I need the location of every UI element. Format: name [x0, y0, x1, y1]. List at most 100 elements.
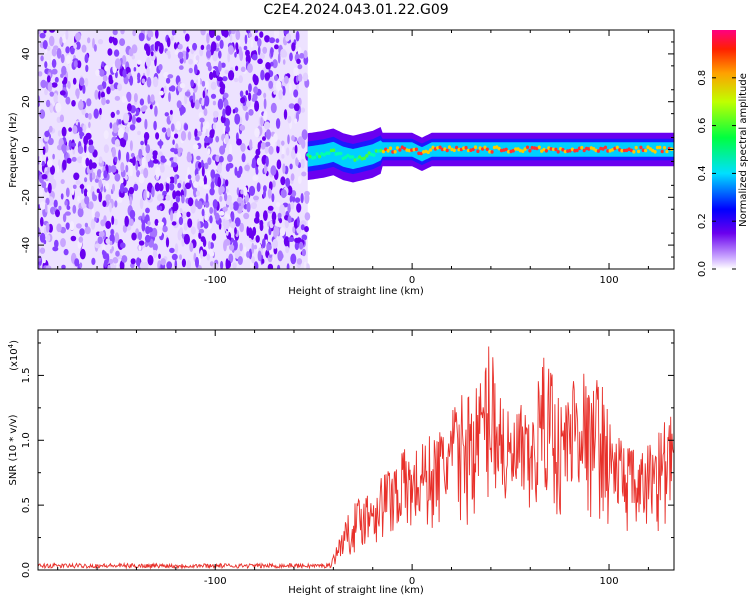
noise-cell [238, 75, 243, 84]
noise-cell [42, 146, 46, 156]
noise-cell [205, 121, 210, 129]
y-tick-label: 0 [21, 146, 32, 152]
noise-cell [112, 30, 118, 36]
noise-cell [303, 261, 307, 269]
noise-cell [44, 202, 48, 213]
noise-cell [109, 240, 113, 246]
noise-cell [45, 265, 52, 269]
noise-cell [265, 129, 271, 140]
noise-cell [219, 145, 226, 155]
noise-cell [79, 77, 85, 87]
noise-cell [145, 144, 151, 154]
noise-cell [71, 156, 77, 162]
noise-cell [79, 262, 83, 269]
noise-cell [219, 81, 224, 88]
noise-cell [240, 66, 246, 73]
noise-cell [198, 112, 203, 119]
noise-cell [273, 89, 277, 95]
noise-cell [183, 186, 187, 198]
noise-cell [246, 202, 251, 213]
noise-cell [209, 188, 215, 196]
noise-cell [158, 90, 164, 96]
noise-cell [202, 125, 207, 134]
noise-cell [297, 136, 304, 145]
noise-cell [175, 190, 181, 198]
noise-cell [152, 243, 158, 252]
ridge-peak-cell [582, 148, 586, 153]
noise-cell [56, 165, 60, 173]
noise-cell [175, 195, 181, 203]
noise-cell [216, 76, 224, 82]
noise-cell [225, 179, 229, 187]
ridge-peak-cell [360, 157, 364, 161]
ridge-peak-cell [551, 147, 556, 152]
noise-cell [155, 30, 159, 39]
noise-cell [147, 220, 151, 226]
noise-cell [215, 135, 220, 143]
noise-cell [39, 188, 43, 198]
ridge-peak-cell [570, 147, 575, 152]
noise-cell [198, 228, 205, 234]
noise-cell [304, 226, 309, 233]
noise-cell [177, 147, 184, 153]
noise-cell [51, 58, 57, 68]
noise-cell [127, 162, 133, 171]
noise-cell [276, 144, 280, 154]
ridge-peak-cell [344, 155, 348, 159]
ridge-peak-cell [403, 146, 407, 151]
noise-cell [229, 33, 233, 42]
ridge-peak-cell [417, 151, 421, 156]
noise-cell [267, 205, 274, 211]
noise-cell [190, 203, 196, 214]
noise-cell [134, 78, 138, 84]
ridge-peak-cell [431, 145, 435, 150]
noise-cell [219, 155, 224, 163]
colorbar-tick-label: 0.8 [697, 70, 708, 86]
ridge-peak-cell [556, 150, 560, 154]
noise-cell [225, 125, 230, 133]
noise-cell [174, 50, 179, 55]
noise-cell [206, 170, 212, 180]
noise-cell [209, 207, 214, 214]
noise-cell [83, 124, 87, 133]
noise-cell [127, 94, 132, 103]
noise-cell [279, 227, 286, 237]
ridge-peak-cell [306, 153, 310, 157]
noise-cell [138, 240, 145, 246]
noise-cell [180, 130, 187, 141]
noise-cell [263, 121, 271, 130]
y-tick-label: 0.0 [21, 562, 32, 578]
noise-cell [198, 162, 202, 169]
noise-cell [133, 67, 137, 72]
noise-cell [260, 142, 266, 150]
noise-cell [93, 108, 99, 119]
noise-cell [137, 130, 141, 136]
noise-cell [45, 222, 50, 233]
noise-cell [167, 74, 174, 79]
noise-cell [210, 181, 215, 190]
noise-cell [195, 256, 199, 268]
noise-cell [234, 248, 241, 260]
noise-cell [47, 159, 53, 168]
noise-cell [91, 257, 96, 265]
noise-cell [212, 123, 216, 130]
noise-cell [212, 199, 218, 209]
noise-cell [73, 172, 80, 181]
snr-xlabel: Height of straight line (km) [288, 585, 424, 596]
noise-cell [243, 255, 247, 261]
noise-cell [234, 113, 241, 125]
noise-cell [60, 53, 65, 64]
noise-cell [159, 164, 165, 173]
noise-cell [252, 175, 258, 181]
noise-cell [237, 256, 243, 265]
noise-cell [60, 238, 66, 248]
noise-cell [179, 82, 186, 89]
ridge-peak-cell [355, 157, 359, 161]
noise-cell [231, 211, 235, 222]
noise-cell [230, 30, 236, 35]
noise-cell [265, 61, 271, 70]
noise-cell [41, 160, 45, 167]
noise-cell [119, 177, 124, 184]
noise-cell [253, 86, 259, 94]
noise-cell [243, 186, 248, 197]
